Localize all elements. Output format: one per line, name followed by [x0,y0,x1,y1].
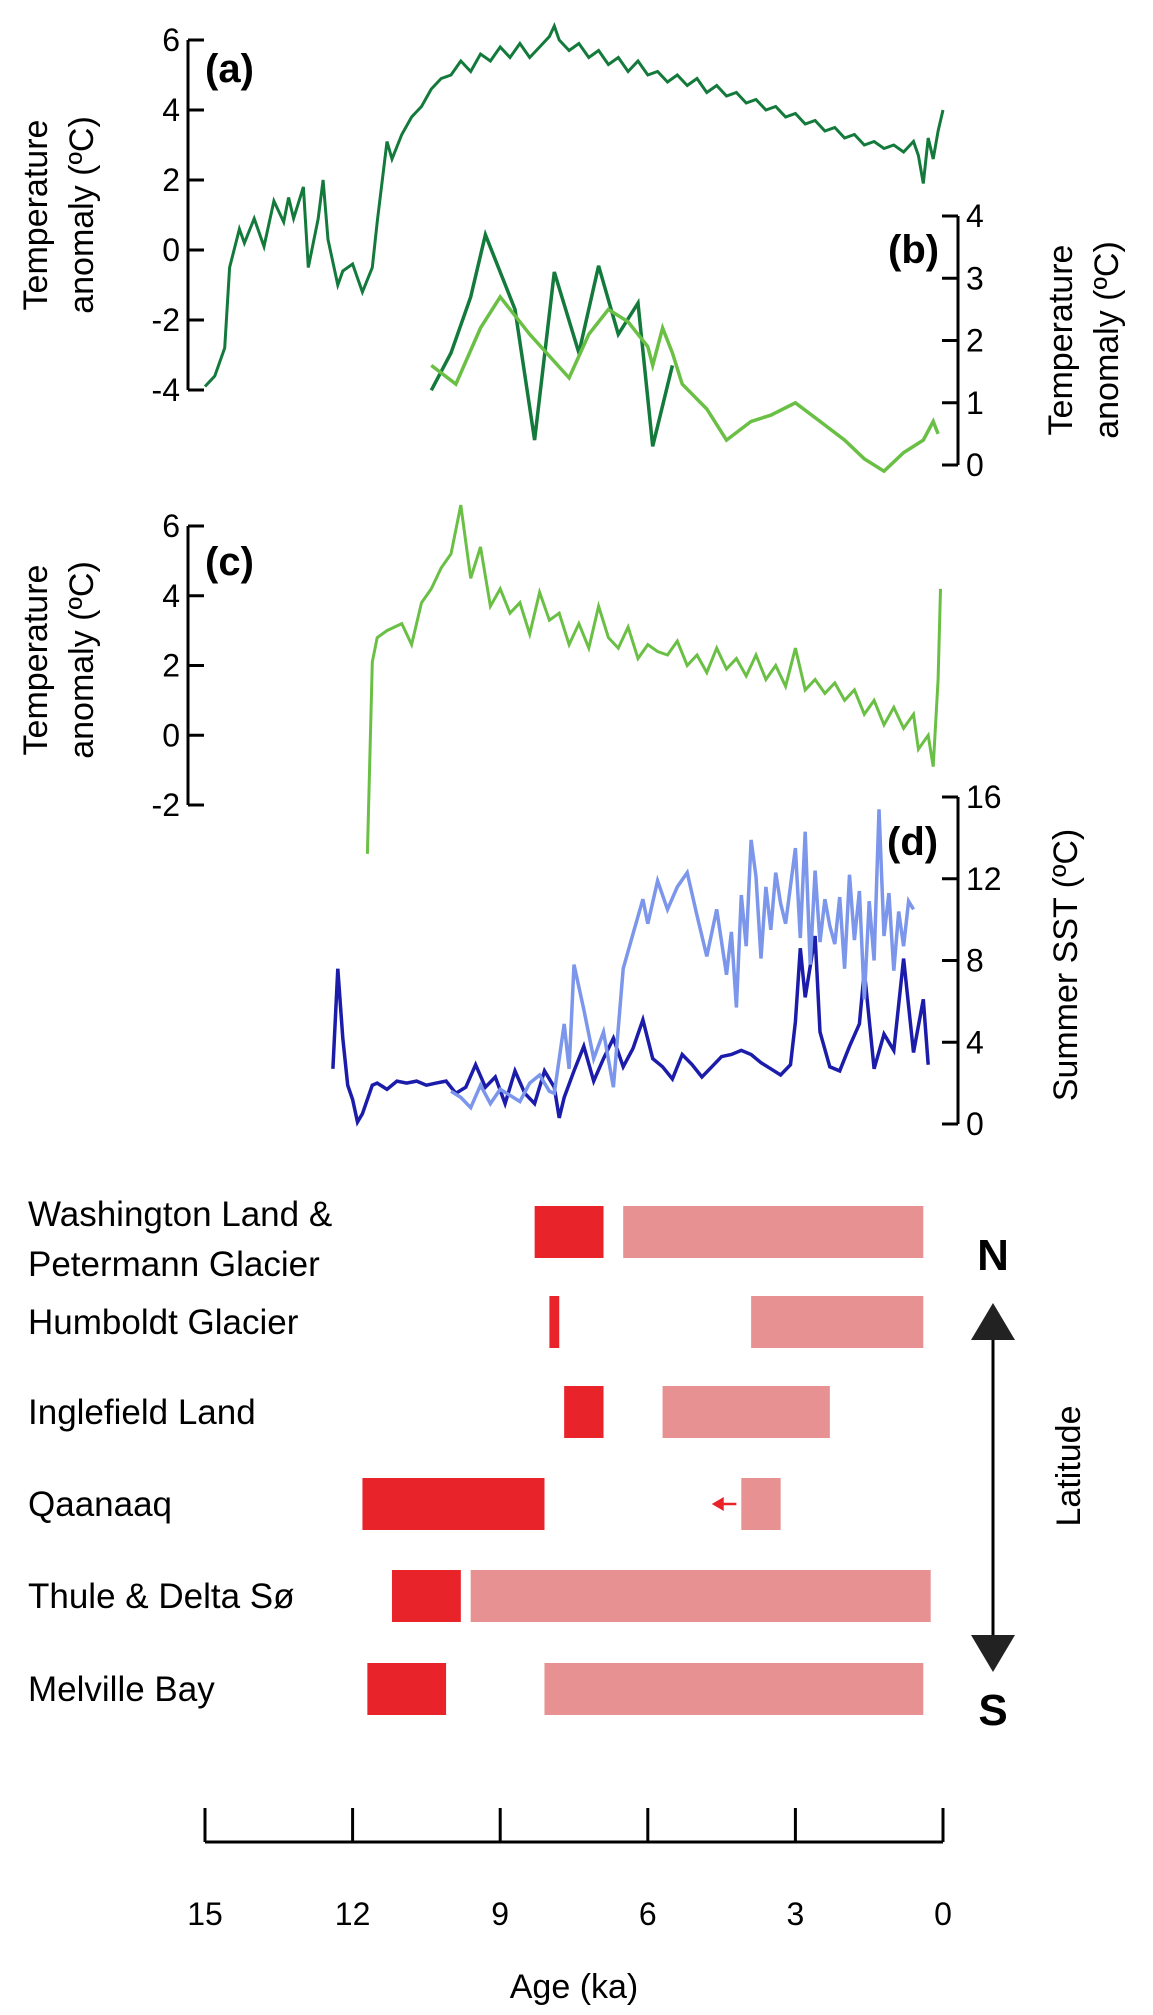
dark-red-bar [549,1296,560,1348]
light-red-bar [470,1570,931,1622]
age-bars [362,1206,931,1715]
panel-d-y-tick-label: 4 [966,1024,984,1060]
panel-b-y-tick-label: 4 [966,198,984,234]
panel-a-y-tick-label: 6 [162,22,180,58]
age-axis-tick-label: 15 [187,1896,223,1932]
panel-c-y-tick-label: 2 [162,648,180,684]
age-axis-tick-label: 0 [934,1896,952,1932]
panel-b: 4 3 2 1 0 (b) Temperature anomaly (ºC) [429,198,1126,483]
panel-a-y-axis-label: Temperature anomaly (ºC) [17,116,101,314]
panel-a-series [203,22,945,388]
panel-c-y-tick-label: 0 [162,717,180,753]
panel-a-y-tick-label: 0 [162,232,180,268]
south-arrowhead-icon [971,1635,1015,1672]
site-label-line2: Petermann Glacier [28,1245,320,1284]
north-label: N [977,1231,1009,1280]
panel-c-y-ticks: 6 4 2 0 -2 [152,508,204,823]
south-label: S [978,1686,1007,1735]
panel-a: 6 4 2 0 -2 -4 (a) Temperature anomaly (ºC) [17,22,945,408]
age-axis-ticks: 15 12 9 6 3 0 [187,1808,952,1932]
north-arrowhead-icon [971,1303,1015,1340]
site-label: Thule & Delta Sø [28,1577,295,1616]
dark-red-bar [362,1478,545,1530]
age-axis-tick-label: 3 [787,1896,805,1932]
light-red-bar [623,1206,924,1258]
panel-a-label: (a) [205,47,254,91]
panel-a-y-tick-label: -4 [152,372,180,408]
panel-b-series-dark-green [429,228,675,447]
dark-red-bar [367,1663,447,1715]
panel-d-series-dark-blue [331,935,930,1127]
panel-c-series [365,504,942,854]
light-red-bar [544,1663,924,1715]
panel-a-y-tick-label: 2 [162,162,180,198]
panel-a-y-tick-label: -2 [152,302,180,338]
age-axis-tick-label: 6 [639,1896,657,1932]
site-labels: Washington Land & Petermann Glacier Humbol… [28,1195,332,1709]
site-label: Inglefield Land [28,1393,256,1432]
panel-e: Washington Land & Petermann Glacier Humbol… [28,1195,1088,2006]
left-arrowhead-icon [711,1497,724,1511]
panel-b-label: (b) [888,228,939,272]
panel-c: 6 4 2 0 -2 (c) Temperature anomaly (ºC) [17,504,942,854]
dark-red-bar [534,1206,604,1258]
panel-c-y-axis-label: Temperature anomaly (ºC) [17,561,101,759]
age-axis-tick-label: 9 [491,1896,509,1932]
panel-d-y-tick-label: 0 [966,1106,984,1142]
panel-b-y-tick-label: 1 [966,385,984,421]
panel-d-label: (d) [887,820,938,864]
panel-c-y-tick-label: 6 [162,508,180,544]
panel-b-y-axis-label: Temperature anomaly (ºC) [1042,241,1126,439]
light-red-bar [751,1296,924,1348]
dark-red-bar [391,1570,461,1622]
age-axis-tick-label: 12 [335,1896,371,1932]
light-red-bar [662,1386,830,1438]
panel-d: 16 12 8 4 0 (d) Summer SST (ºC) [331,779,1085,1142]
panel-d-y-tick-label: 12 [966,861,1002,897]
panel-b-y-tick-label: 0 [966,447,984,483]
panel-d-y-ticks: 16 12 8 4 0 [942,779,1002,1142]
site-label: Melville Bay [28,1670,215,1709]
panel-c-y-tick-label: 4 [162,578,180,614]
panel-d-y-axis-label: Summer SST (ºC) [1047,829,1085,1101]
site-label: Humboldt Glacier [28,1303,299,1342]
panel-d-y-tick-label: 16 [966,779,1002,815]
dark-red-bar [564,1386,604,1438]
site-label: Washington Land & [28,1195,332,1234]
panel-b-y-ticks: 4 3 2 1 0 [942,198,984,483]
panel-b-y-tick-label: 3 [966,260,984,296]
panel-d-y-tick-label: 8 [966,943,984,979]
panel-d-series-light-blue [450,809,916,1111]
age-axis-label: Age (ka) [510,1968,639,2006]
panel-c-label: (c) [205,540,254,584]
latitude-axis-label: Latitude [1050,1406,1088,1527]
panel-a-y-ticks: 6 4 2 0 -2 -4 [152,22,204,408]
panel-c-y-tick-label: -2 [152,787,180,823]
panel-a-y-tick-label: 4 [162,92,180,128]
light-red-bar [741,1478,781,1530]
panel-b-y-tick-label: 2 [966,323,984,359]
latitude-arrow [971,1303,1015,1672]
site-label: Qaanaaq [28,1485,172,1524]
panel-b-series-light-green [430,293,940,474]
